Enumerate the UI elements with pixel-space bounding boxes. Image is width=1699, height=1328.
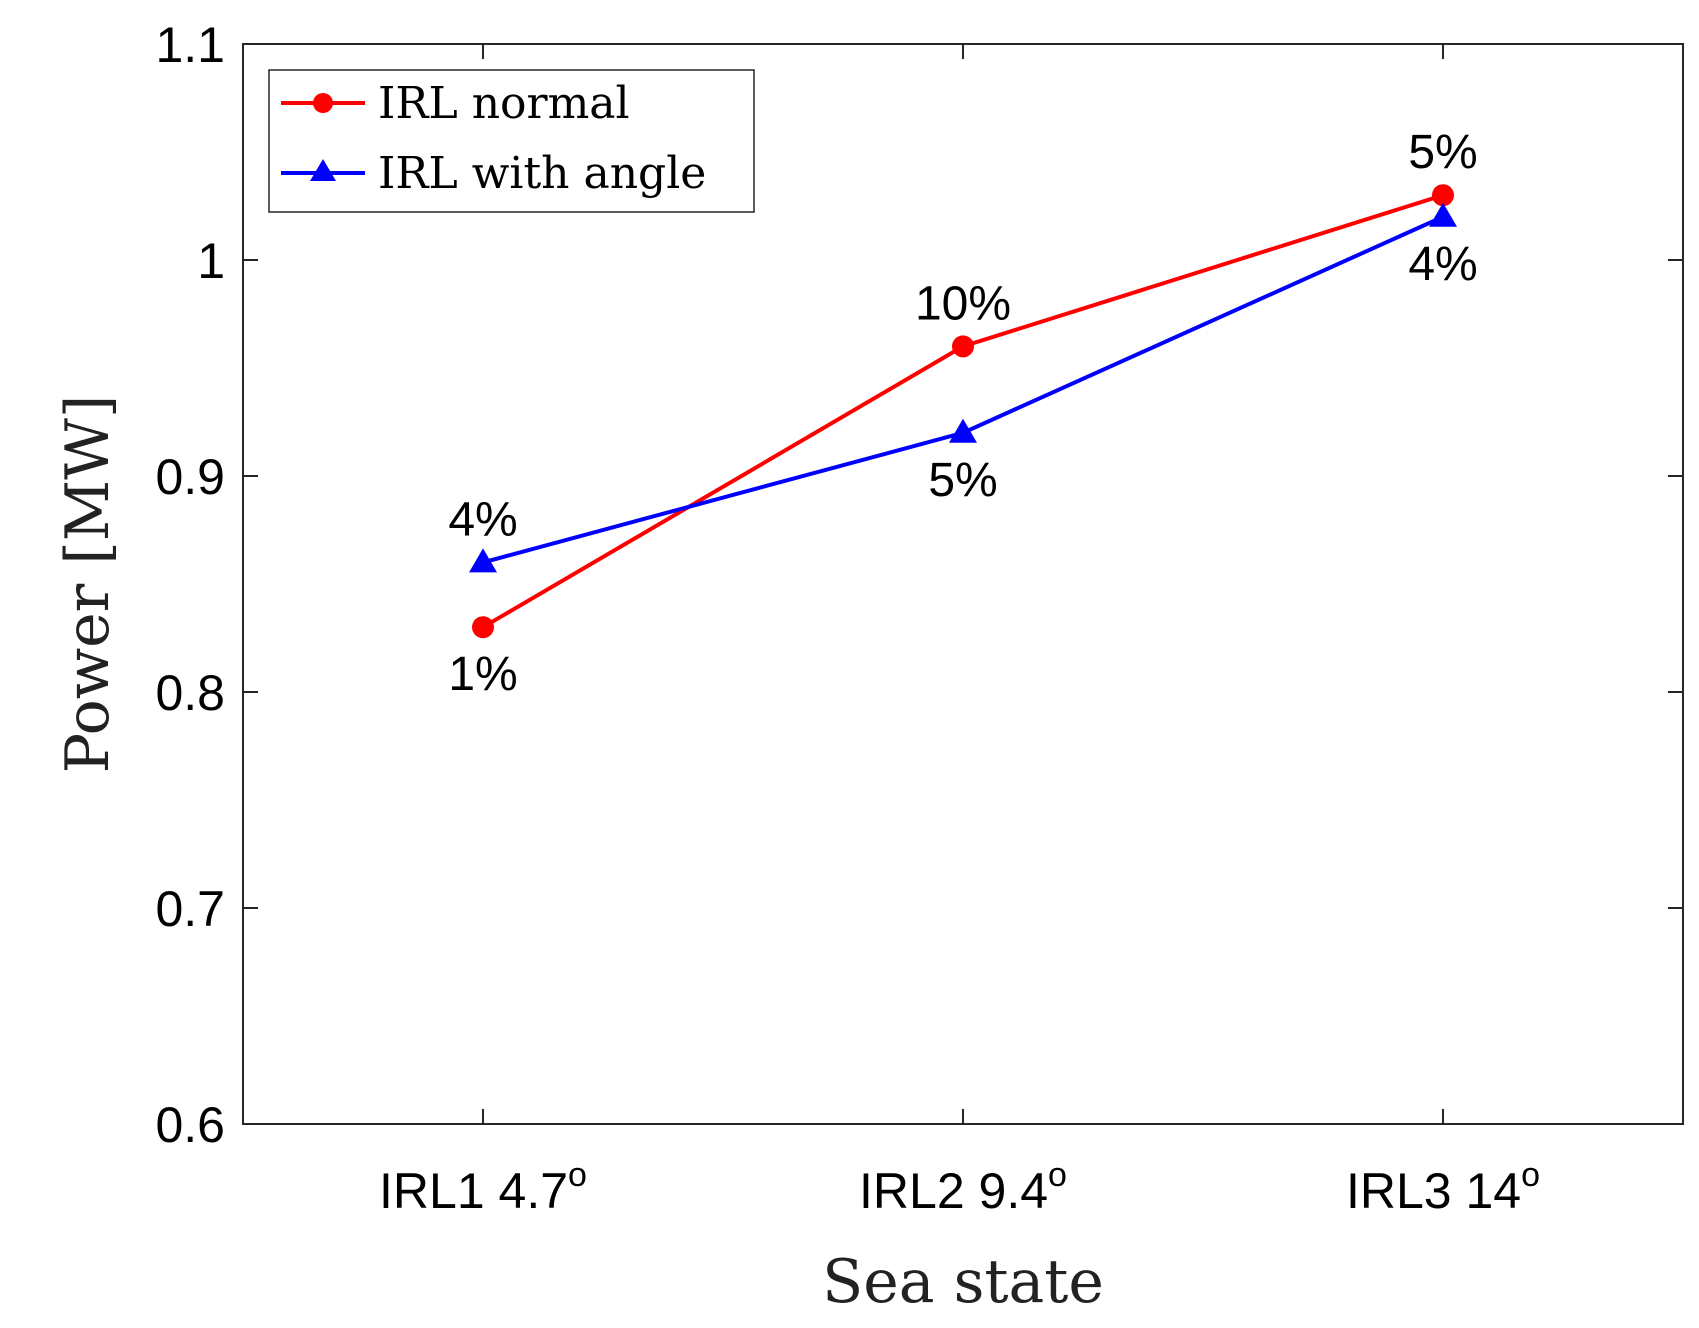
legend-marker-irl-with-angle	[310, 159, 336, 181]
data-label-irl-normal-0: 1%	[448, 648, 517, 701]
legend: IRL normal IRL with angle	[268, 69, 755, 213]
legend-label-irl-normal: IRL normal	[378, 78, 630, 129]
x-tick-label-0-text: IRL1 4.7	[379, 1163, 568, 1219]
x-tick-label-1-superscript: o	[1048, 1156, 1067, 1194]
y-tick-label-1: 0.7	[155, 881, 225, 937]
y-tick-labels: 0.6 0.7 0.8 0.9 1 1.1	[155, 17, 225, 1153]
y-tick-label-3: 0.9	[155, 449, 225, 505]
data-label-irl-normal-2: 5%	[1408, 126, 1477, 179]
x-tick-label-2: IRL3 14o	[1346, 1156, 1540, 1219]
x-tick-label-0: IRL1 4.7o	[379, 1156, 587, 1219]
y-tick-label-0: 0.6	[155, 1097, 225, 1153]
x-tick-label-0-superscript: o	[568, 1156, 587, 1194]
point-irl-normal-1	[952, 335, 974, 358]
x-tick-label-1: IRL2 9.4o	[859, 1156, 1067, 1219]
point-irl-with-angle-1	[949, 418, 977, 443]
x-tick-label-2-text: IRL3 14	[1346, 1163, 1521, 1219]
x-tick-labels: IRL1 4.7o IRL2 9.4o IRL3 14o	[379, 1156, 1540, 1219]
x-tick-label-1-text: IRL2 9.4	[859, 1163, 1048, 1219]
lines-layer	[469, 184, 1457, 639]
point-irl-with-angle-2	[1429, 202, 1457, 227]
y-axis-title: Power [MW]	[53, 395, 123, 774]
data-label-irl-with-angle-1: 5%	[928, 454, 997, 507]
y-tick-label-5: 1.1	[155, 17, 225, 73]
legend-marker-irl-normal	[313, 93, 333, 113]
point-irl-normal-0	[472, 616, 494, 639]
axes-box	[242, 43, 1684, 1125]
annotations-layer: 1% 10% 5% 4% 5% 4%	[448, 126, 1477, 701]
x-tick-label-2-superscript: o	[1521, 1156, 1540, 1194]
y-tick-label-2: 0.8	[155, 665, 225, 721]
y-tick-label-4: 1	[197, 233, 225, 289]
x-axis-title: Sea state	[822, 1247, 1104, 1317]
data-label-irl-normal-1: 10%	[915, 277, 1011, 330]
legend-box	[268, 69, 755, 213]
legend-label-irl-with-angle: IRL with angle	[378, 148, 706, 199]
data-label-irl-with-angle-0: 4%	[448, 493, 517, 546]
point-irl-normal-2	[1432, 184, 1454, 207]
data-label-irl-with-angle-2: 4%	[1408, 238, 1477, 291]
point-irl-with-angle-0	[469, 548, 497, 573]
